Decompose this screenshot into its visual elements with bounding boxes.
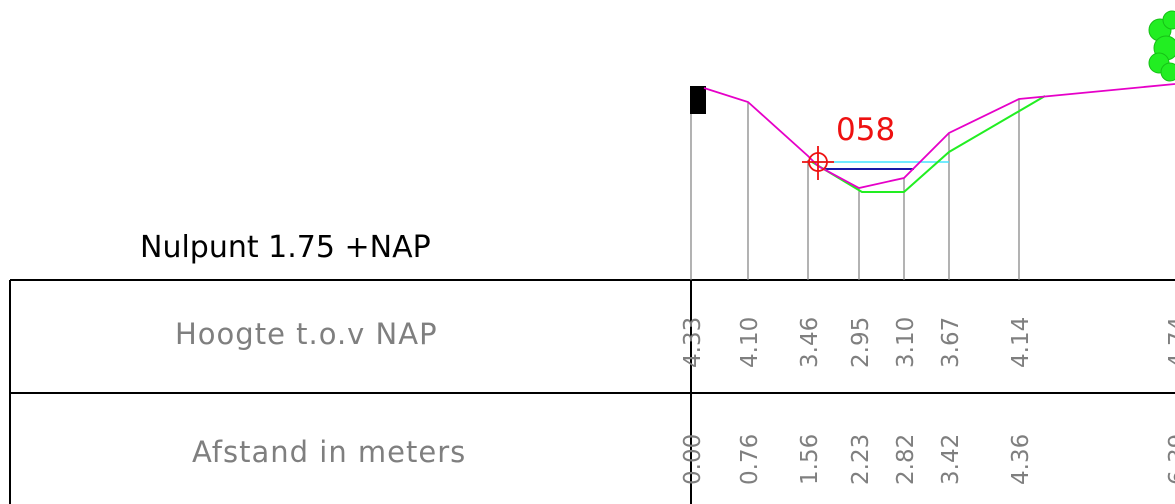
height-value: 4.33 [680,317,706,368]
measured-profile-line [703,83,1175,189]
distance-value: 0.76 [737,434,763,485]
distance-value: 6.39 [1165,434,1175,485]
marker-label: 058 [836,112,895,148]
distance-value: 4.36 [1008,434,1034,485]
design-profile-line [811,95,1046,193]
row-label-height: Hoogte t.o.v NAP [175,317,438,351]
distance-value: 1.56 [797,434,823,485]
distance-values: 0.00 0.76 1.56 2.23 2.82 3.42 4.36 6.39 [680,434,1175,485]
tree-symbol [1148,10,1175,82]
row-label-distance: Afstand in meters [192,435,466,469]
height-value: 4.10 [737,317,763,368]
wall-post-marker [690,86,706,114]
height-value: 2.95 [848,317,874,368]
distance-value: 2.82 [893,434,919,485]
station-lines [690,88,1020,280]
height-value: 3.46 [797,317,823,368]
height-values: 4.33 4.10 3.46 2.95 3.10 3.67 4.14 4.74 [680,317,1175,368]
distance-value: 0.00 [680,434,706,485]
height-value: 3.10 [893,317,919,368]
survey-marker-icon [802,146,834,180]
height-value: 3.67 [938,317,964,368]
height-value: 4.74 [1165,317,1175,368]
distance-value: 2.23 [848,434,874,485]
nulpunt-title: Nulpunt 1.75 +NAP [140,230,431,265]
height-value: 4.14 [1008,317,1034,368]
distance-value: 3.42 [938,434,964,485]
table-frame [9,279,1175,504]
